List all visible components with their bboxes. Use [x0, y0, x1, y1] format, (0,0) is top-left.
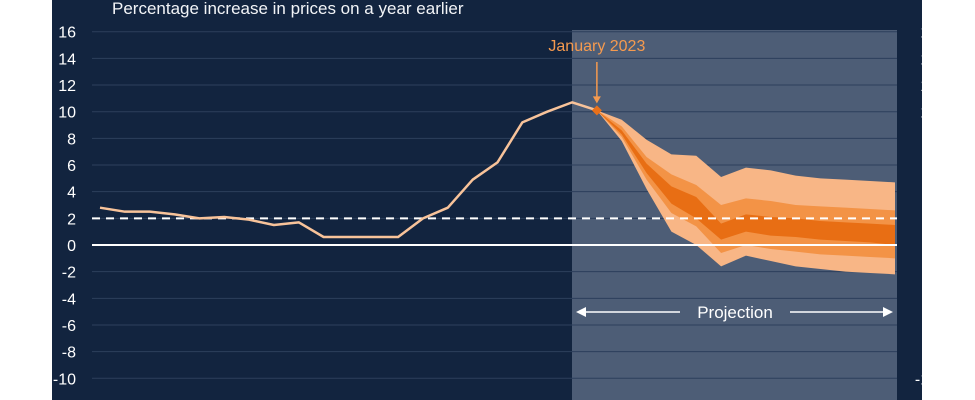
annotation-marker [591, 105, 602, 116]
y-tick-label-left: -10 [53, 371, 76, 388]
y-tick-label-right: 12 [920, 78, 922, 95]
annotation-arrow-head [592, 96, 601, 104]
y-tick-label-left: -2 [62, 265, 76, 282]
fan-band-inner [596, 110, 895, 245]
y-tick-label-left: 2 [67, 211, 76, 228]
chart-canvas: 16161414121210108866442200-2-2-4-4-6-6-8… [53, 25, 922, 400]
y-tick-label-right: 10 [920, 105, 922, 122]
y-tick-label-left: 14 [58, 51, 76, 68]
history-series-line [99, 101, 598, 239]
projection-arrow-right-head [883, 307, 893, 317]
y-tick-label-left: 8 [67, 131, 76, 148]
y-tick-label-right: -10 [915, 371, 922, 388]
y-tick-label-left: 4 [67, 185, 76, 202]
projection-label: Projection [697, 303, 773, 322]
y-tick-label-left: -8 [62, 345, 76, 362]
chart-subtitle: Percentage increase in prices on a year … [112, 0, 464, 18]
annotation-label: January 2023 [548, 38, 645, 55]
y-tick-label-left: -6 [62, 318, 76, 335]
y-tick-label-left: 0 [67, 238, 76, 255]
y-tick-label-left: 16 [58, 25, 76, 42]
chart-panel: Percentage increase in prices on a year … [52, 0, 922, 400]
y-tick-label-left: 12 [58, 78, 76, 95]
projection-arrow-left-head [576, 307, 586, 317]
y-tick-label-left: -4 [62, 291, 76, 308]
y-tick-label-right: 16 [920, 25, 922, 42]
y-tick-label-left: 6 [67, 158, 76, 175]
y-tick-label-left: 10 [58, 105, 76, 122]
y-tick-label-right: 14 [920, 51, 922, 68]
